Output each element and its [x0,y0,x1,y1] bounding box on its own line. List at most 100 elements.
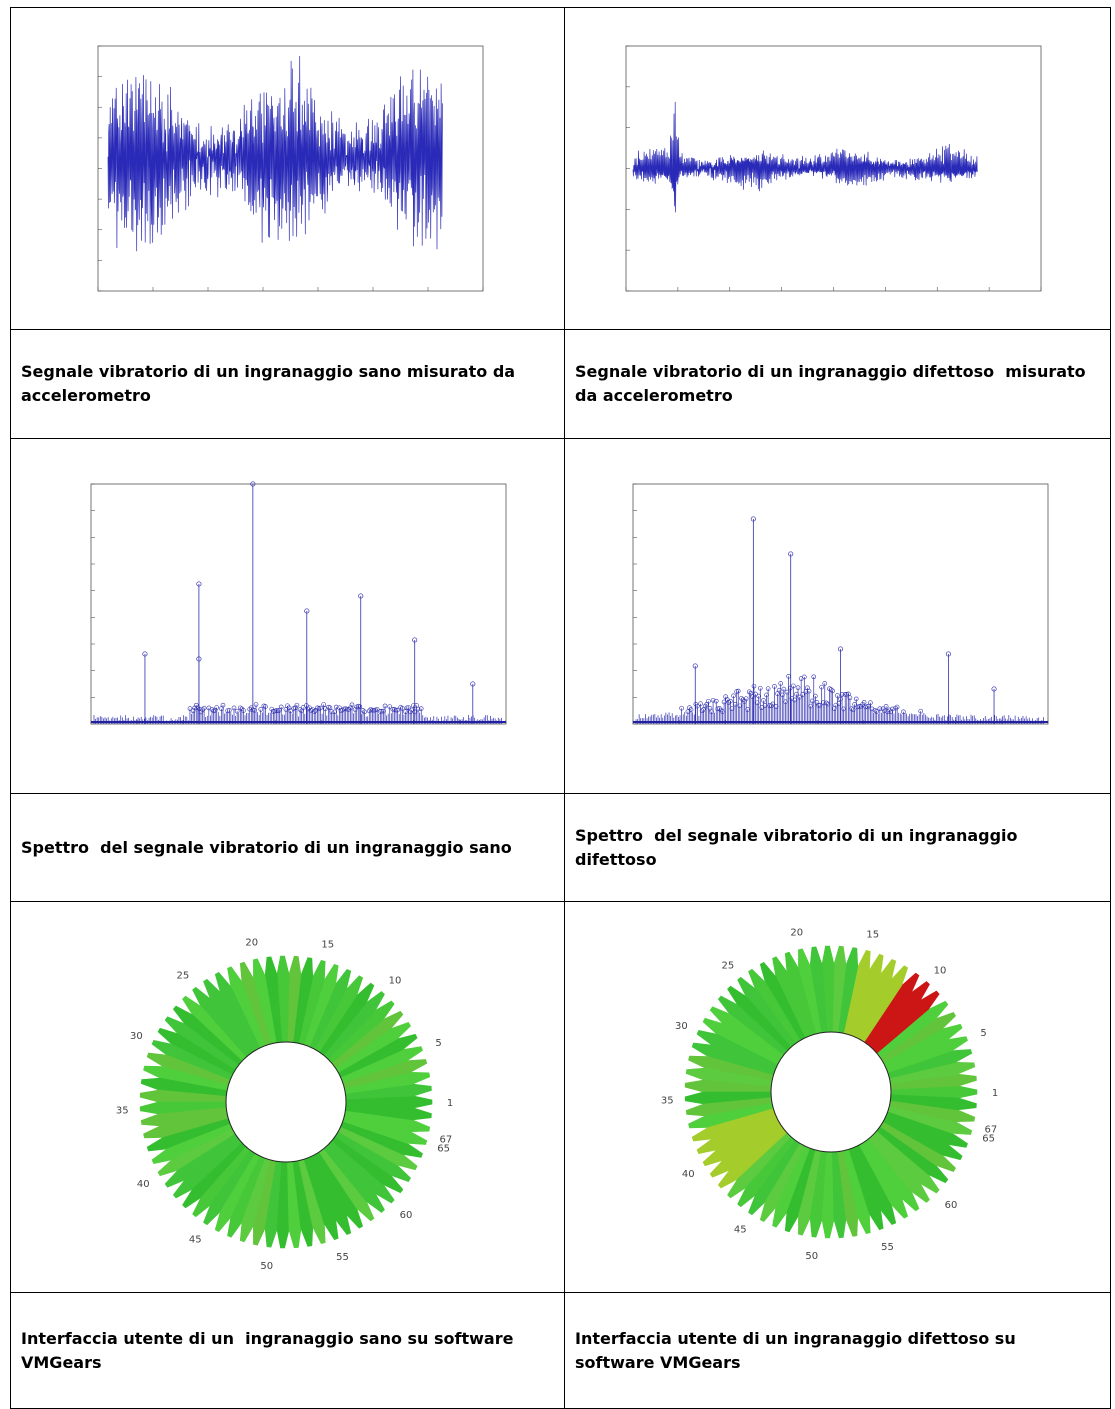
image-cell [564,7,1111,330]
stem-marker [304,608,310,614]
stem-marker [861,700,867,705]
stem-marker [745,707,750,712]
stem-marker [209,707,215,712]
stem-marker [379,708,385,714]
stem-marker [776,687,782,693]
stem-marker [390,706,396,712]
tooth-label: 5 [435,1038,441,1049]
stem-marker [759,705,765,710]
stem-marker [852,702,857,707]
stem-marker [882,708,887,714]
image-cell [10,438,565,794]
stem-marker [868,700,873,706]
stem-marker [278,704,284,710]
plot-frame [90,483,507,725]
caption: Spettro del segnale vibratorio di un ing… [564,793,1111,902]
stem-marker [770,701,776,707]
stem-marker [726,700,732,705]
stem-marker [231,705,237,711]
stem-marker [847,695,853,701]
tooth-label: 10 [389,975,402,986]
stem-marker [732,702,738,707]
stem-marker [788,551,794,557]
stem-marker [406,705,411,710]
stem-marker [263,704,268,709]
tooth-label: 67 [985,1124,998,1135]
stem-marker [811,674,817,680]
stem-marker [787,685,793,691]
tooth-label: 55 [336,1252,349,1263]
stem-marker [253,702,259,707]
stem-marker [830,688,835,694]
stem-marker [220,702,226,708]
stem-marker [713,698,719,704]
stem-marker [739,695,744,701]
stem-marker [794,691,799,697]
stem-marker [234,708,240,714]
signal-trace [107,55,443,252]
tooth-label: 50 [260,1261,273,1272]
stem-marker [779,692,785,698]
stem-marker [750,516,756,522]
stem-marker [214,705,219,710]
stem-marker [853,696,859,702]
tooth-label: 40 [137,1179,150,1190]
stem-marker [778,681,784,686]
stem-marker [743,696,749,701]
tooth-label: 20 [245,938,258,949]
gear-bore [225,1041,347,1163]
stem-marker [846,691,851,697]
tooth-label: 40 [682,1169,695,1180]
caption: Interfaccia utente di un ingranaggio dif… [564,1292,1111,1409]
stem-marker [772,684,777,689]
stem-marker [381,708,386,714]
stem-marker [764,692,769,698]
stem-marker [817,703,823,708]
stem-marker [192,705,197,711]
stem-marker [737,703,743,709]
stem-marker [393,707,399,713]
stem-marker [699,708,705,714]
stem-marker [411,703,416,708]
stem-marker [781,686,787,692]
tooth-label: 35 [661,1096,674,1107]
stem-marker [293,705,298,711]
tooth-label: 20 [790,928,803,939]
stem-marker [991,686,997,692]
stem-marker [806,688,812,694]
stem-marker [765,686,771,691]
stem-marker [757,685,763,691]
image-cell: 1 5 10 15 20 25 30 35 40 45 50 55 60 65 67 [564,901,1111,1293]
stem-marker [751,683,757,689]
stem-marker [877,706,883,711]
stem-marker [250,481,256,487]
image-cell [564,438,1111,794]
stem-marker [196,656,202,662]
stem-marker [729,706,735,712]
stem-marker [717,706,722,711]
stem-marker [809,698,815,704]
stem-marker [762,703,768,708]
stem-marker [187,706,193,711]
signal-plot [97,45,484,292]
stem-marker [837,646,844,652]
stem-marker [720,709,725,714]
tooth-label: 60 [400,1210,413,1221]
stem-marker [841,706,846,712]
stem-marker [409,707,415,713]
stem-marker [819,684,824,690]
stem-marker [901,709,906,715]
stem-marker [754,700,760,706]
stem-marker [226,708,232,713]
stem-marker [241,708,246,713]
stem-marker [791,683,796,689]
stem-marker [274,708,279,713]
gear-bore [770,1031,892,1153]
stem-marker [352,707,358,712]
stem-marker [321,702,326,707]
stem-marker [371,707,377,713]
stem-marker [377,709,383,714]
stem-marker [836,701,842,706]
stem-marker [688,707,694,712]
